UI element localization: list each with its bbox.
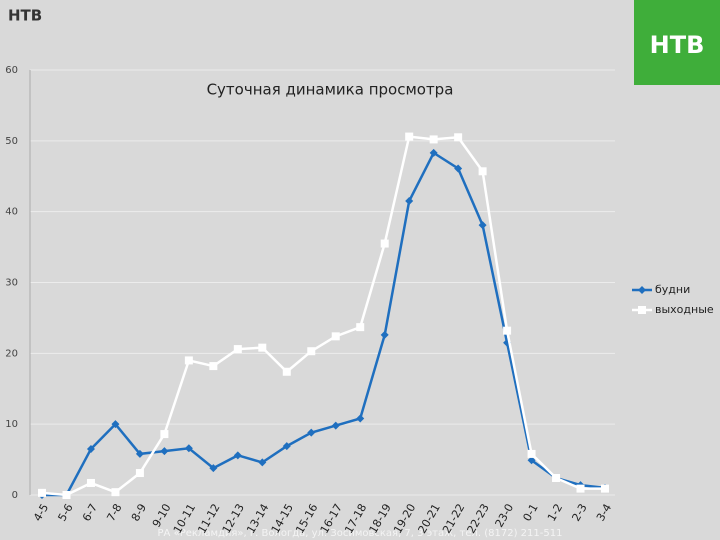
point (135, 469, 144, 478)
point (454, 164, 463, 173)
footer: РА «Рекламдия», г. Вологда, ул. Зосимовс… (158, 528, 563, 539)
legend-label: выходные (655, 303, 714, 316)
point (282, 367, 291, 376)
point (160, 447, 169, 456)
point (160, 430, 169, 439)
point (552, 474, 561, 482)
point (429, 148, 438, 157)
point (209, 464, 218, 473)
point (356, 414, 365, 423)
point (307, 347, 316, 356)
y-tick-label: 50 (5, 136, 18, 147)
point (527, 456, 536, 465)
y-tick-label: 30 (5, 278, 18, 289)
point (638, 286, 646, 294)
chart-title: Суточная динамика просмотра (207, 81, 454, 99)
point (86, 478, 95, 487)
point (233, 345, 242, 354)
point (638, 306, 646, 314)
y-tick-label: 0 (12, 490, 18, 501)
point (429, 135, 438, 144)
point (576, 484, 585, 493)
point (38, 488, 46, 497)
point (233, 451, 242, 460)
point (331, 421, 340, 430)
point (184, 356, 193, 365)
point (405, 197, 414, 206)
point (209, 362, 218, 371)
point (356, 323, 365, 332)
point (258, 458, 267, 467)
point (184, 444, 193, 453)
series-line (42, 151, 606, 497)
point (380, 239, 389, 248)
legend-label: будни (655, 283, 690, 296)
series-line (41, 135, 605, 497)
point (282, 442, 291, 451)
point (503, 326, 512, 335)
slide-title: НТВ (8, 7, 42, 25)
y-tick-label: 40 (5, 207, 18, 218)
point (62, 491, 71, 499)
point (111, 488, 120, 497)
point (111, 420, 120, 429)
point (405, 132, 414, 141)
point (380, 330, 389, 339)
logo-text: НТВ (650, 31, 705, 59)
point (478, 221, 487, 230)
point (135, 449, 144, 458)
y-tick-label: 20 (5, 348, 18, 359)
point (331, 332, 340, 341)
logo-box (634, 0, 720, 85)
y-tick-label: 10 (5, 419, 18, 430)
point (527, 449, 536, 458)
point (454, 133, 463, 142)
point (307, 428, 316, 437)
point (86, 444, 95, 453)
point (601, 484, 609, 493)
point (478, 167, 487, 176)
point (258, 343, 267, 352)
y-tick-label: 60 (5, 65, 18, 76)
